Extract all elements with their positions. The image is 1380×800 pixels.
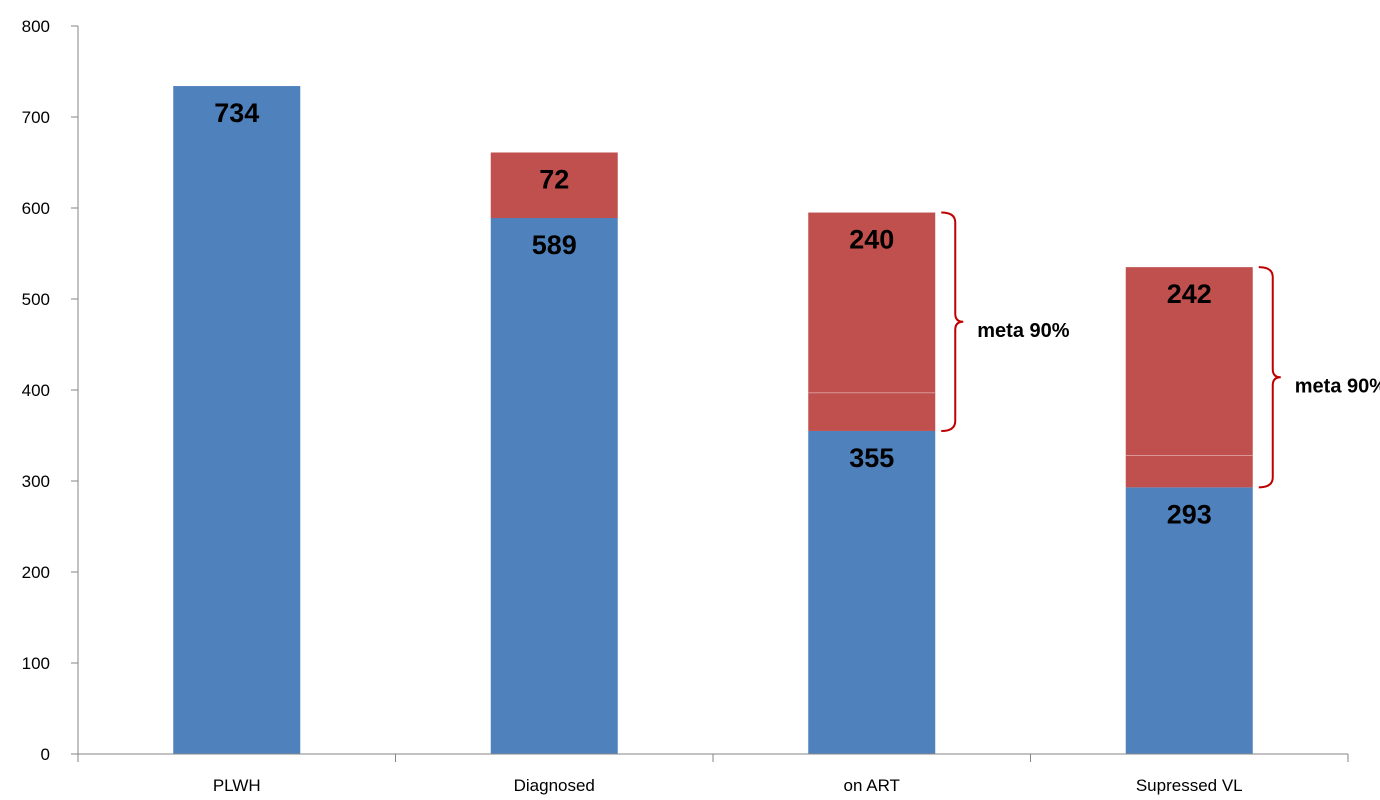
- data-label: 293: [1167, 499, 1212, 529]
- bar-segment: [490, 218, 618, 754]
- bar-segment: [808, 212, 936, 431]
- annotation-label: meta 90%: [1295, 375, 1380, 397]
- x-axis: PLWH Diagnosed on ART Supressed VL: [77, 753, 1349, 795]
- y-axis: 0 100 200 300 400 500 600 700 800: [22, 17, 79, 764]
- bar-segment: [490, 152, 618, 219]
- y-tick-label: 500: [22, 290, 50, 309]
- x-category-label: Diagnosed: [514, 776, 595, 795]
- chart-marks: [173, 86, 1253, 754]
- annotations: meta 90% meta 90%: [941, 211, 1380, 489]
- x-category-label: PLWH: [213, 776, 261, 795]
- data-label: 72: [539, 164, 569, 194]
- y-tick-label: 600: [22, 199, 50, 218]
- y-tick-label: 800: [22, 17, 50, 36]
- bar-segment: [173, 86, 301, 754]
- bar-segment: [808, 430, 936, 754]
- data-label: 242: [1167, 279, 1212, 309]
- data-label: 355: [849, 443, 894, 473]
- annotation-bracket: [1258, 266, 1281, 489]
- y-tick-label: 400: [22, 381, 50, 400]
- y-tick-label: 200: [22, 563, 50, 582]
- data-label: 240: [849, 225, 894, 255]
- annotation-bracket: [941, 211, 964, 432]
- bar-segment: [1125, 267, 1253, 488]
- y-tick-label: 700: [22, 108, 50, 127]
- y-tick-label: 300: [22, 472, 50, 491]
- bar-segment: [1125, 487, 1253, 754]
- y-tick-label: 100: [22, 654, 50, 673]
- y-tick-label: 0: [41, 745, 50, 764]
- data-labels: 734 589 72 355 240 293 242: [214, 98, 1212, 529]
- x-category-label: on ART: [844, 776, 900, 795]
- data-label: 589: [532, 230, 577, 260]
- x-category-label: Supressed VL: [1136, 776, 1243, 795]
- data-label: 734: [214, 98, 259, 128]
- annotation-label: meta 90%: [977, 320, 1069, 342]
